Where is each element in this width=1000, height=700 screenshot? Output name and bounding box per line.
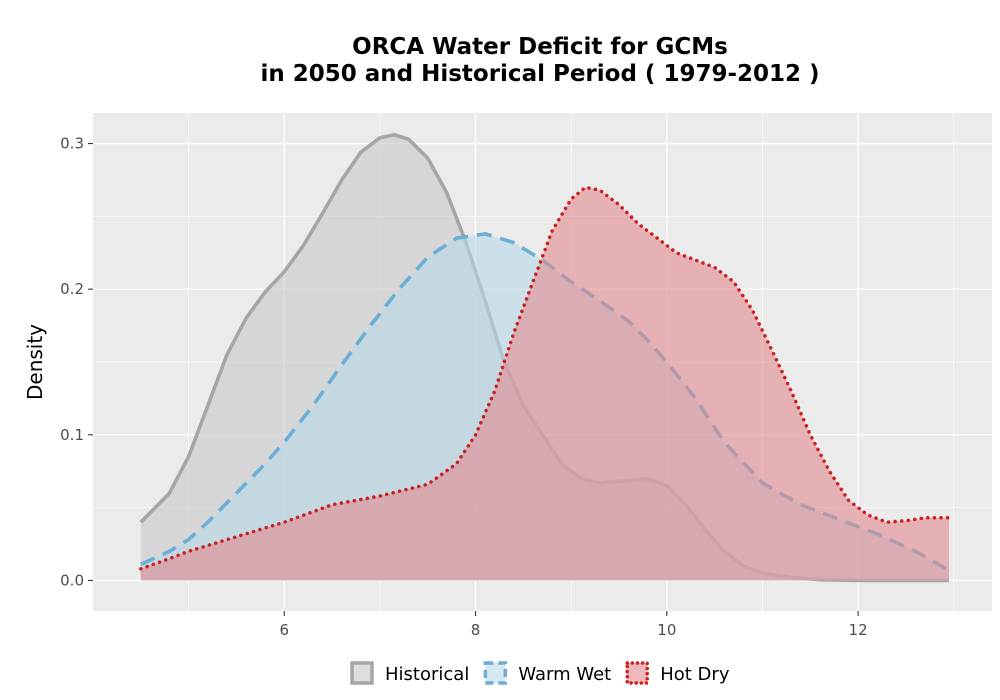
legend-key-historical <box>350 661 374 685</box>
legend-item-historical: Historical <box>350 661 469 685</box>
legend-key-warm-wet <box>483 661 508 685</box>
y-tick-label: 0.3 <box>60 135 84 153</box>
legend-key-hot-dry <box>625 661 649 685</box>
legend-item-hot-dry: Hot Dry <box>625 661 730 685</box>
axes: 6 8 10 12 0.0 0.1 0.2 0.3 <box>60 135 868 639</box>
y-tick-label: 0.1 <box>60 426 84 444</box>
chart-title-line-2: in 2050 and Historical Period ( 1979-201… <box>260 61 819 87</box>
x-tick-label: 6 <box>280 621 290 639</box>
area-hot-dry <box>140 187 950 581</box>
x-tick-label: 8 <box>471 621 481 639</box>
legend-label-historical: Historical <box>385 664 469 685</box>
legend: Historical Warm Wet Hot Dry <box>350 661 730 685</box>
y-axis-title: Density <box>23 324 47 400</box>
line-warm-wet <box>140 232 950 572</box>
chart-title-line-1: ORCA Water Deficit for GCMs <box>352 34 728 60</box>
y-tick-label: 0.0 <box>60 571 84 589</box>
x-tick-label: 12 <box>849 621 868 639</box>
x-tick-label: 10 <box>657 621 676 639</box>
series-layer <box>139 133 951 583</box>
legend-label-hot-dry: Hot Dry <box>660 664 730 685</box>
y-tick-label: 0.2 <box>60 280 84 298</box>
legend-item-warm-wet: Warm Wet <box>483 661 611 685</box>
legend-label-warm-wet: Warm Wet <box>518 664 611 685</box>
